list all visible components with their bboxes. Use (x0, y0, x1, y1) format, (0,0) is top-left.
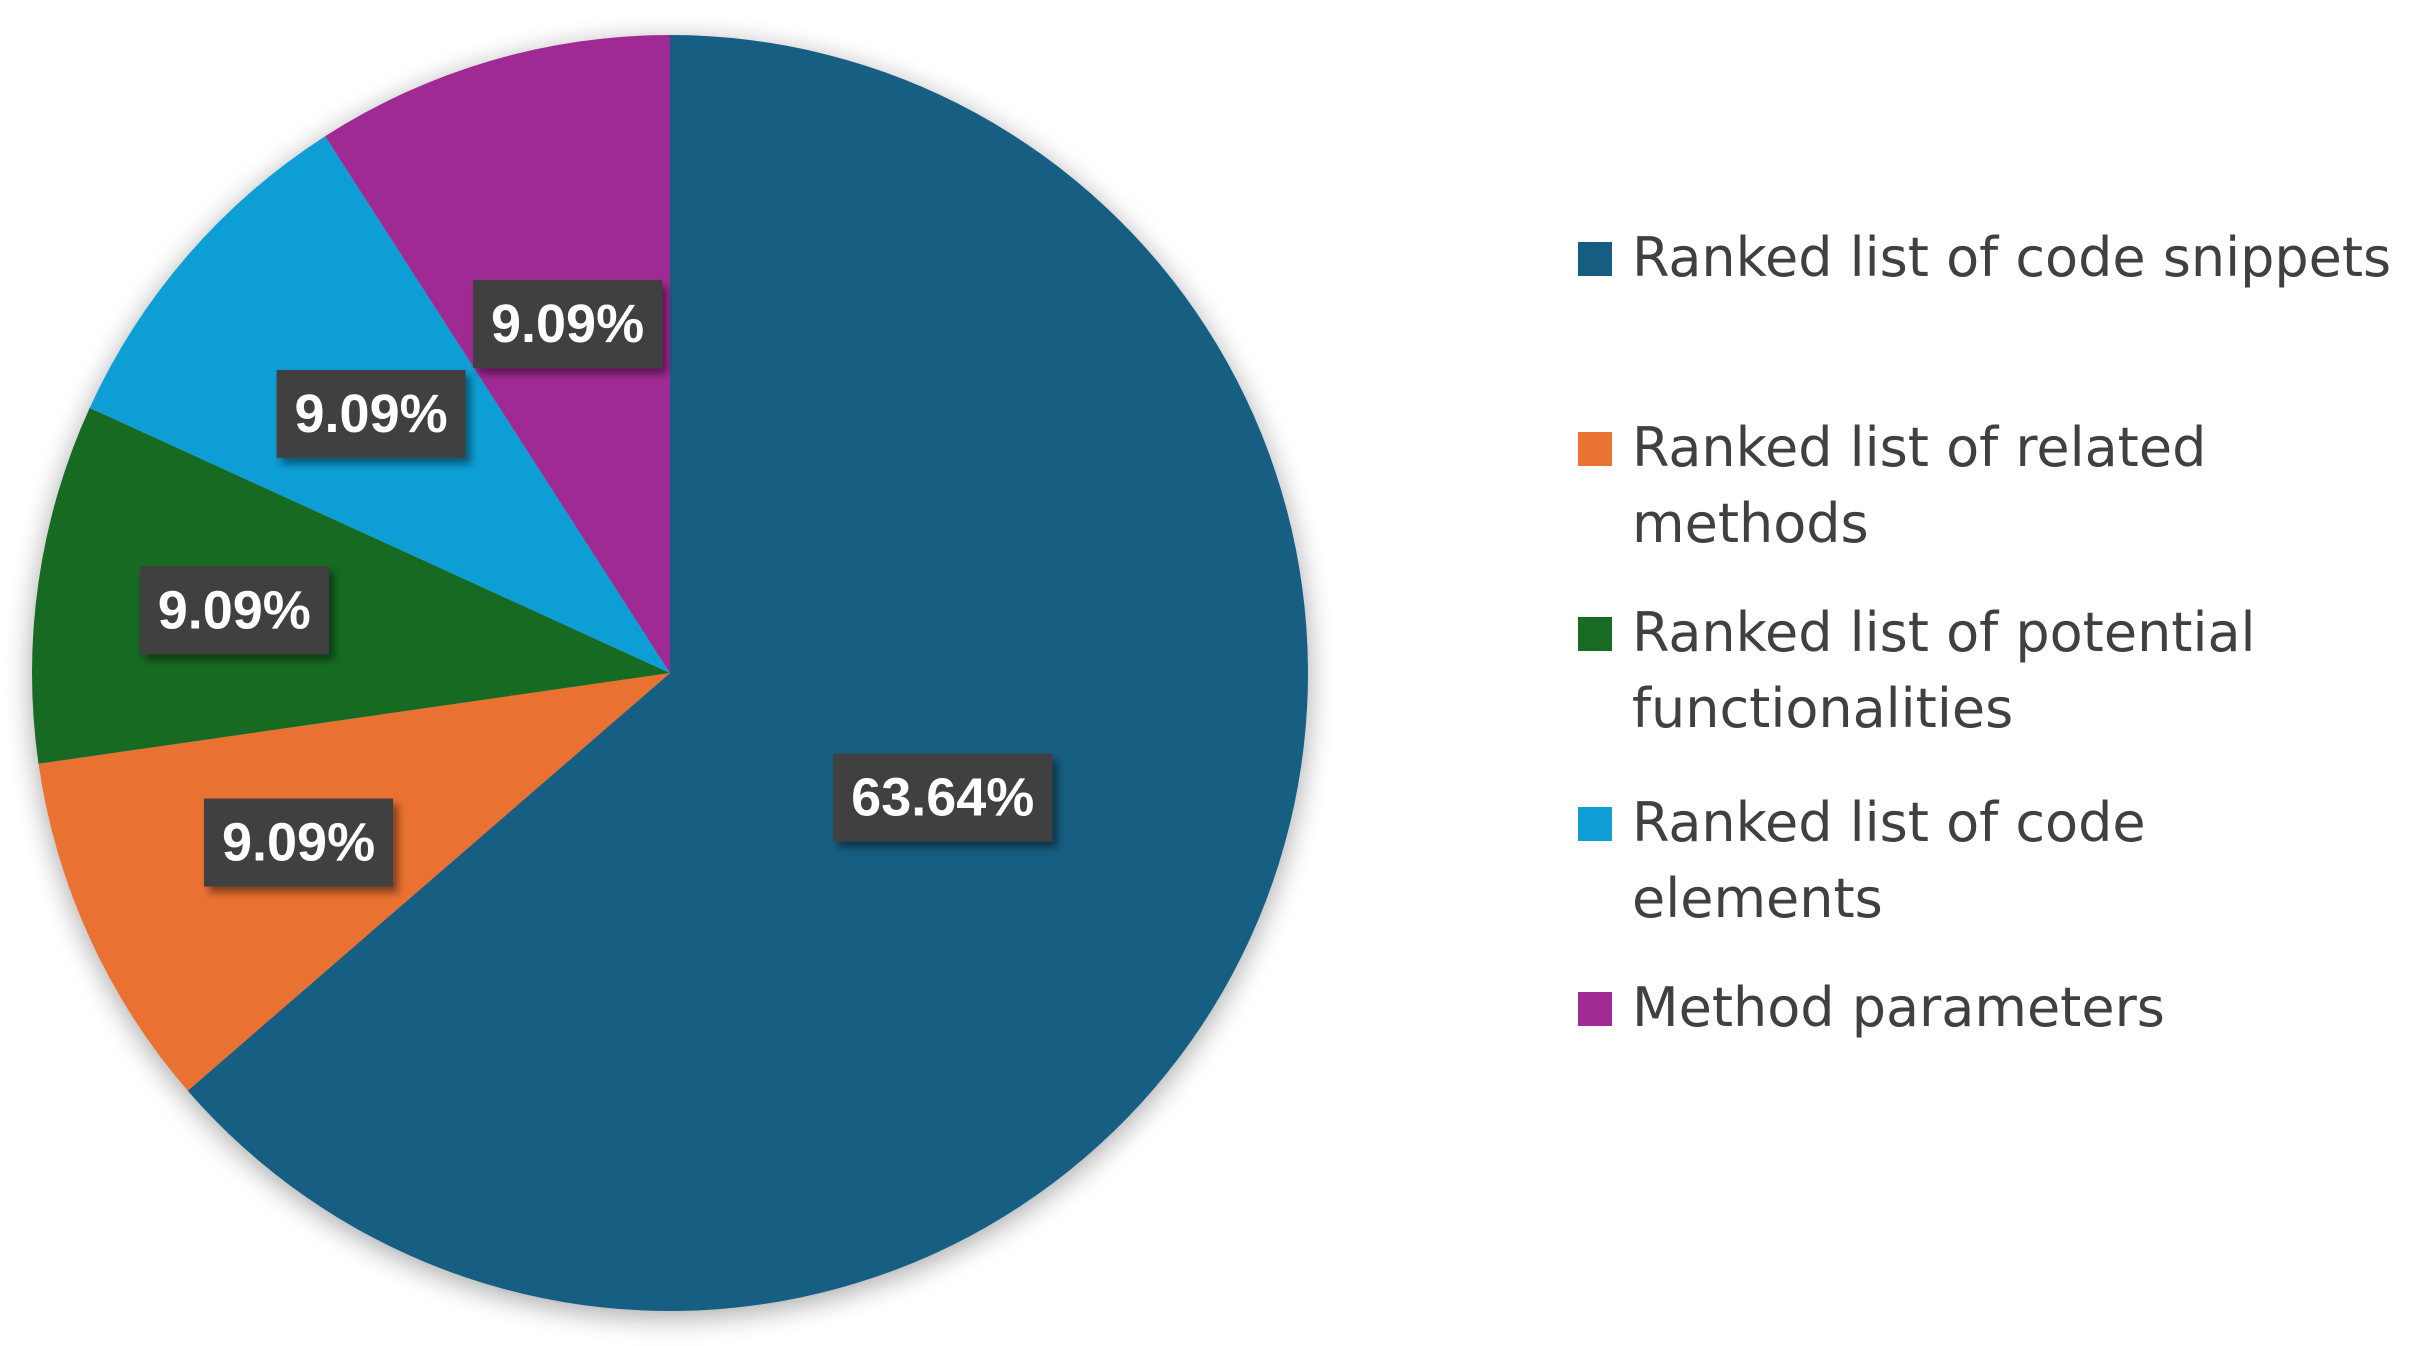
data-label-box-5 (472, 280, 663, 369)
pie-slice-3 (31, 407, 670, 764)
legend-item-5: Method parameters (1578, 970, 2408, 1046)
data-label-box-1 (833, 753, 1053, 842)
data-labels: 63.64% 9.09% 9.09% 9.09% 9.09% (139, 280, 1053, 887)
legend-swatch-3 (1578, 617, 1612, 651)
data-label-text-1: 63.64% (851, 768, 1034, 828)
legend-item-4: Ranked list of code elements (1578, 785, 2408, 937)
data-label-text-2: 9.09% (222, 813, 375, 873)
data-label-3: 9.09% (139, 566, 329, 655)
data-label-box-2 (203, 798, 394, 887)
legend-swatch-2 (1578, 432, 1612, 466)
legend-label-1: Ranked list of code snippets (1632, 226, 2392, 289)
data-label-box-4 (276, 369, 466, 458)
data-label-box-3 (139, 566, 329, 655)
legend-label-3: Ranked list of potential functionalities (1632, 601, 2256, 740)
legend-label-4: Ranked list of code elements (1632, 791, 2146, 930)
data-label-5: 9.09% (472, 280, 663, 369)
pie-slices (31, 35, 1308, 1312)
data-label-text-5: 9.09% (491, 294, 644, 354)
legend-label-2: Ranked list of related methods (1632, 416, 2207, 555)
legend-item-2: Ranked list of related methods (1578, 410, 2408, 562)
legend-item-3: Ranked list of potential functionalities (1578, 595, 2408, 747)
legend-item-1: Ranked list of code snippets (1578, 220, 2408, 296)
data-label-2: 9.09% (203, 798, 394, 887)
legend-swatch-5 (1578, 992, 1612, 1026)
legend-swatch-4 (1578, 807, 1612, 841)
data-label-text-3: 9.09% (158, 580, 311, 640)
legend-label-5: Method parameters (1632, 976, 2165, 1039)
legend-swatch-1 (1578, 242, 1612, 276)
pie-slice-1 (187, 35, 1308, 1312)
data-label-4: 9.09% (276, 369, 466, 458)
data-label-1: 63.64% (833, 753, 1053, 842)
data-label-text-4: 9.09% (295, 384, 448, 444)
